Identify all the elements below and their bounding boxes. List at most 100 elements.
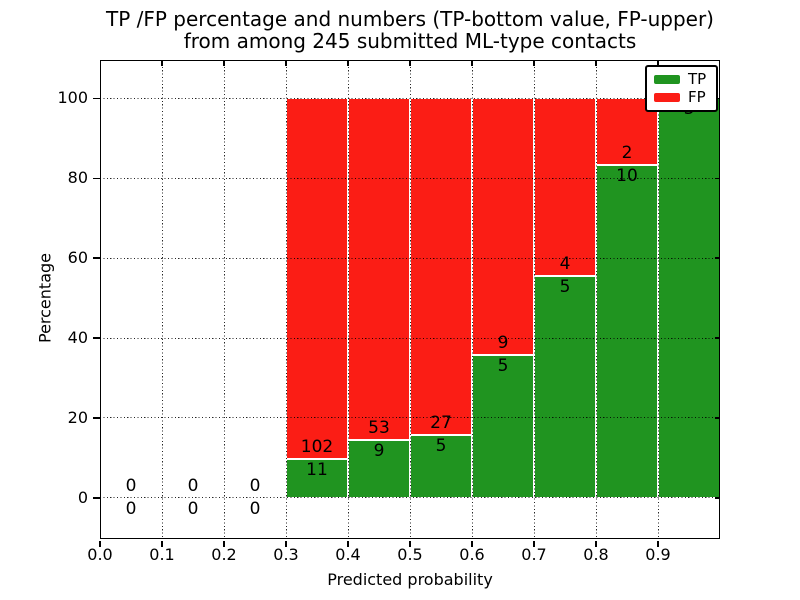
vertical-gridline — [471, 60, 473, 539]
tp-count-label: 5 — [435, 436, 447, 457]
chart-title-line2: from among 245 submitted ML-type contact… — [183, 29, 637, 53]
fp-count-label: 102 — [300, 436, 334, 457]
x-tick-mark — [657, 540, 659, 548]
y-tick-label: 0 — [77, 487, 88, 507]
y-tick-mark — [92, 497, 100, 499]
x-tick-mark — [347, 540, 349, 548]
horizontal-gridline — [100, 257, 720, 259]
fp-count-label: 27 — [430, 413, 452, 434]
y-right-tick-mark — [714, 177, 719, 179]
tp-count-label: 11 — [306, 459, 328, 480]
plot-area: TP FP 00000010211539275954521003 — [100, 60, 720, 539]
x-tick-label: 0.4 — [335, 545, 361, 564]
y-right-tick-mark — [714, 337, 719, 339]
x-axis-label: Predicted probability — [327, 570, 493, 589]
x-tick-label: 0.1 — [149, 545, 175, 564]
tp-count-label: 5 — [497, 356, 509, 377]
fp-bar-segment — [472, 98, 534, 356]
tp-bar-segment — [658, 98, 720, 498]
horizontal-gridline — [100, 97, 720, 99]
legend-label-fp: FP — [688, 88, 706, 106]
y-tick-label: 80 — [67, 168, 88, 188]
y-right-tick-mark — [714, 497, 719, 499]
fp-count-label: 9 — [497, 333, 509, 354]
tp-bar-segment — [596, 164, 658, 498]
fp-color-swatch — [654, 93, 680, 102]
x-tick-mark — [533, 540, 535, 548]
vertical-gridline — [285, 60, 287, 539]
x-tick-mark — [471, 540, 473, 548]
y-tick-mark — [92, 257, 100, 259]
y-right-tick-mark — [714, 257, 719, 259]
x-top-tick-mark — [471, 61, 473, 66]
x-top-tick-mark — [285, 61, 287, 66]
tp-count-label: 0 — [187, 498, 199, 519]
x-tick-mark — [223, 540, 225, 548]
vertical-gridline — [409, 60, 411, 539]
tp-count-label: 5 — [559, 276, 571, 297]
vertical-gridline — [223, 60, 225, 539]
x-tick-mark — [409, 540, 411, 548]
x-top-tick-mark — [347, 61, 349, 66]
y-tick-mark — [92, 417, 100, 419]
x-tick-label: 0.5 — [397, 545, 423, 564]
horizontal-gridline — [100, 177, 720, 179]
tp-count-label: 0 — [249, 498, 261, 519]
vertical-gridline — [161, 60, 163, 539]
tp-bar-segment — [286, 458, 348, 498]
x-tick-mark — [161, 540, 163, 548]
x-top-tick-mark — [223, 61, 225, 66]
vertical-gridline — [533, 60, 535, 539]
fp-bar-segment — [348, 98, 410, 440]
x-top-tick-mark — [657, 61, 659, 66]
tp-count-label: 9 — [373, 440, 385, 461]
x-tick-label: 0.3 — [273, 545, 299, 564]
tp-color-swatch — [654, 75, 680, 84]
tp-bar-segment — [472, 355, 534, 498]
chart-title: TP /FP percentage and numbers (TP-bottom… — [100, 8, 720, 52]
x-tick-label: 0.2 — [211, 545, 237, 564]
fp-count-label: 0 — [187, 475, 199, 496]
y-right-tick-mark — [714, 417, 719, 419]
x-top-tick-mark — [595, 61, 597, 66]
x-tick-label: 0.6 — [459, 545, 485, 564]
x-top-tick-mark — [161, 61, 163, 66]
horizontal-gridline — [100, 497, 720, 499]
fp-count-label: 4 — [559, 253, 571, 274]
y-tick-label: 100 — [57, 88, 88, 108]
vertical-gridline — [657, 60, 659, 539]
tp-count-label: 0 — [125, 498, 137, 519]
fp-count-label: 2 — [621, 142, 633, 163]
horizontal-gridline — [100, 417, 720, 419]
y-tick-mark — [92, 177, 100, 179]
fp-bar-segment — [534, 98, 596, 276]
fp-bar-segment — [286, 98, 348, 459]
tp-count-label: 10 — [616, 165, 638, 186]
legend-box: TP FP — [645, 65, 718, 112]
chart-title-line1: TP /FP percentage and numbers (TP-bottom… — [106, 7, 714, 31]
y-tick-mark — [92, 337, 100, 339]
y-tick-label: 20 — [67, 407, 88, 427]
legend-item-tp: TP — [654, 72, 709, 87]
fp-count-label: 53 — [368, 417, 390, 438]
x-tick-label: 0.7 — [521, 545, 547, 564]
legend-label-tp: TP — [688, 70, 707, 88]
vertical-gridline — [347, 60, 349, 539]
tp-bar-segment — [534, 275, 596, 498]
tp-bar-segment — [348, 439, 410, 498]
legend-item-fp: FP — [654, 90, 709, 105]
fp-count-label: 0 — [125, 475, 137, 496]
x-top-tick-mark — [409, 61, 411, 66]
x-tick-mark — [595, 540, 597, 548]
y-tick-mark — [92, 97, 100, 100]
fp-count-label: 0 — [249, 475, 261, 496]
vertical-gridline — [595, 60, 597, 539]
x-tick-label: 0.0 — [87, 545, 113, 564]
fp-bar-segment — [410, 98, 472, 436]
y-tick-label: 40 — [67, 328, 88, 348]
horizontal-gridline — [100, 337, 720, 339]
y-tick-label: 60 — [67, 248, 88, 268]
x-tick-label: 0.8 — [583, 545, 609, 564]
x-tick-mark — [99, 540, 101, 548]
